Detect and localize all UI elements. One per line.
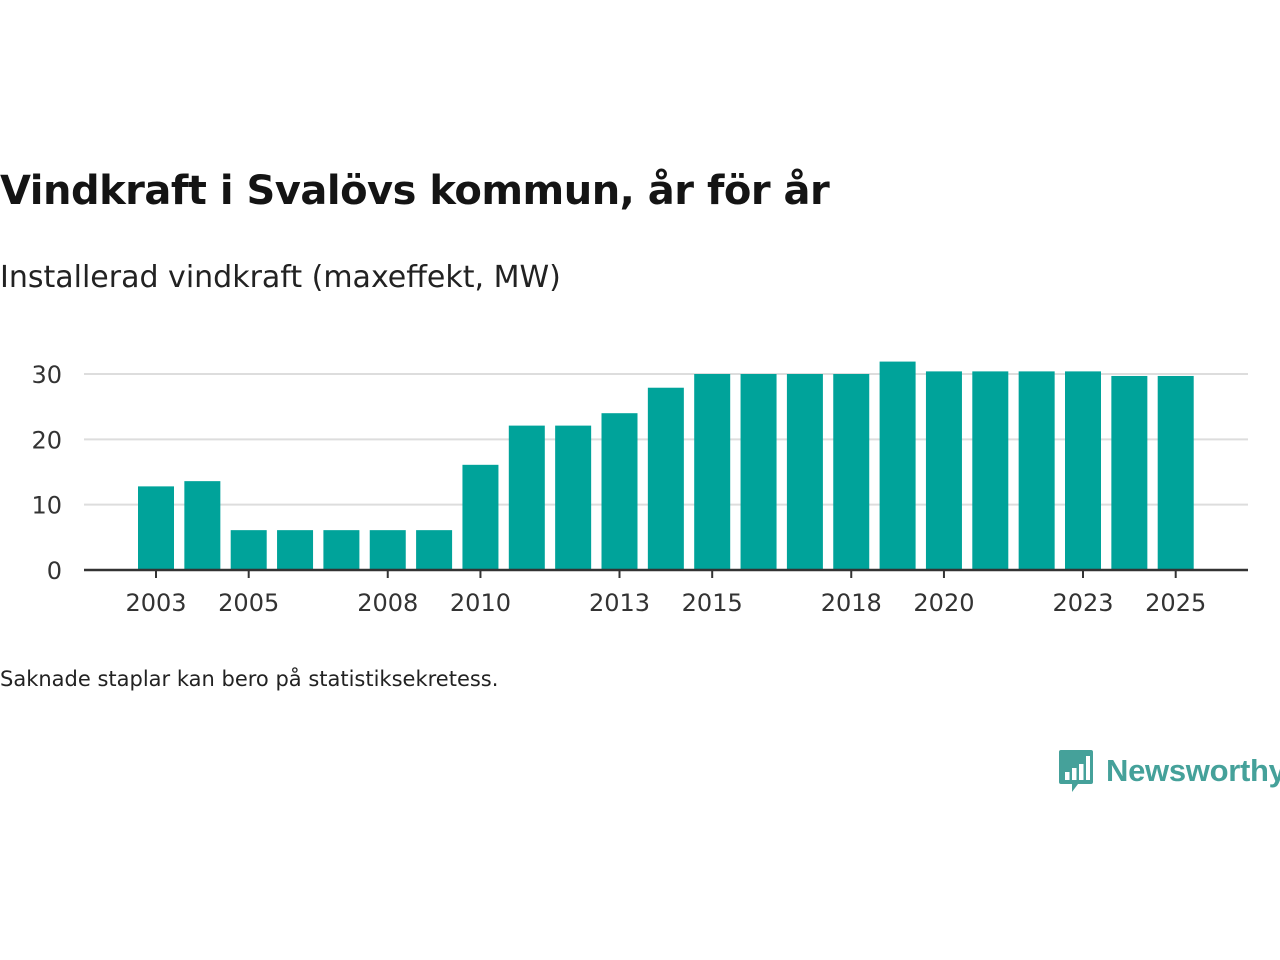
y-tick-label: 0 (47, 557, 62, 585)
bar-2003 (138, 486, 174, 570)
bars (138, 361, 1194, 570)
bar-2006 (277, 530, 314, 570)
x-tick-label: 2020 (913, 589, 974, 617)
bar-2007 (323, 530, 360, 570)
bar-2019 (879, 361, 916, 570)
y-tick-label: 10 (31, 492, 62, 520)
x-tick-label: 2025 (1145, 589, 1206, 617)
bar-2025 (1157, 375, 1194, 570)
y-tick-label: 20 (31, 426, 62, 454)
bar-2004 (184, 481, 221, 570)
x-tick-label: 2023 (1052, 589, 1113, 617)
bar-2016 (740, 374, 777, 570)
bar-2012 (555, 425, 592, 570)
logo-text: Newsworthy (1106, 753, 1280, 788)
chart-subtitle: Installerad vindkraft (maxeffekt, MW) (0, 260, 561, 295)
bar-2021 (972, 371, 1009, 570)
y-tick-label: 30 (31, 361, 62, 389)
x-tick-label: 2015 (682, 589, 743, 617)
x-tick-label: 2013 (589, 589, 650, 617)
chart-title: Vindkraft i Svalövs kommun, år för år (0, 168, 830, 214)
y-axis-tick-labels: 0 10 20 30 (31, 361, 62, 585)
bar-2009 (416, 530, 453, 570)
bar-2018 (833, 374, 870, 570)
bar-2015 (694, 374, 731, 570)
x-tick-label: 2008 (357, 589, 418, 617)
x-tick-label: 2018 (821, 589, 882, 617)
bar-2024 (1111, 375, 1148, 570)
x-tick-label: 2003 (125, 589, 186, 617)
x-axis-ticks: 2003 2005 2008 2010 2013 2015 2018 2020 2023 2025 (125, 570, 1206, 617)
bar-2013 (601, 413, 638, 570)
footnote: Saknade staplar kan bero på statistiksek… (0, 667, 499, 691)
bar-2020 (925, 371, 962, 570)
x-tick-label: 2010 (450, 589, 511, 617)
newsworthy-logo: Newsworthy (1058, 748, 1280, 794)
bar-2022 (1018, 371, 1055, 570)
bar-2005 (230, 530, 267, 570)
bar-chart: 0 10 20 30 2003 2005 2008 2010 2013 2015 2018 2020… (31, 361, 1248, 617)
bar-2010 (462, 464, 499, 570)
newsworthy-bar-chart-logo-icon (1059, 750, 1093, 792)
bar-2017 (786, 374, 823, 570)
bar-2023 (1065, 371, 1101, 570)
bar-2011 (508, 425, 545, 570)
x-tick-label: 2005 (218, 589, 279, 617)
bar-2014 (647, 387, 684, 570)
bar-2008 (369, 530, 406, 570)
